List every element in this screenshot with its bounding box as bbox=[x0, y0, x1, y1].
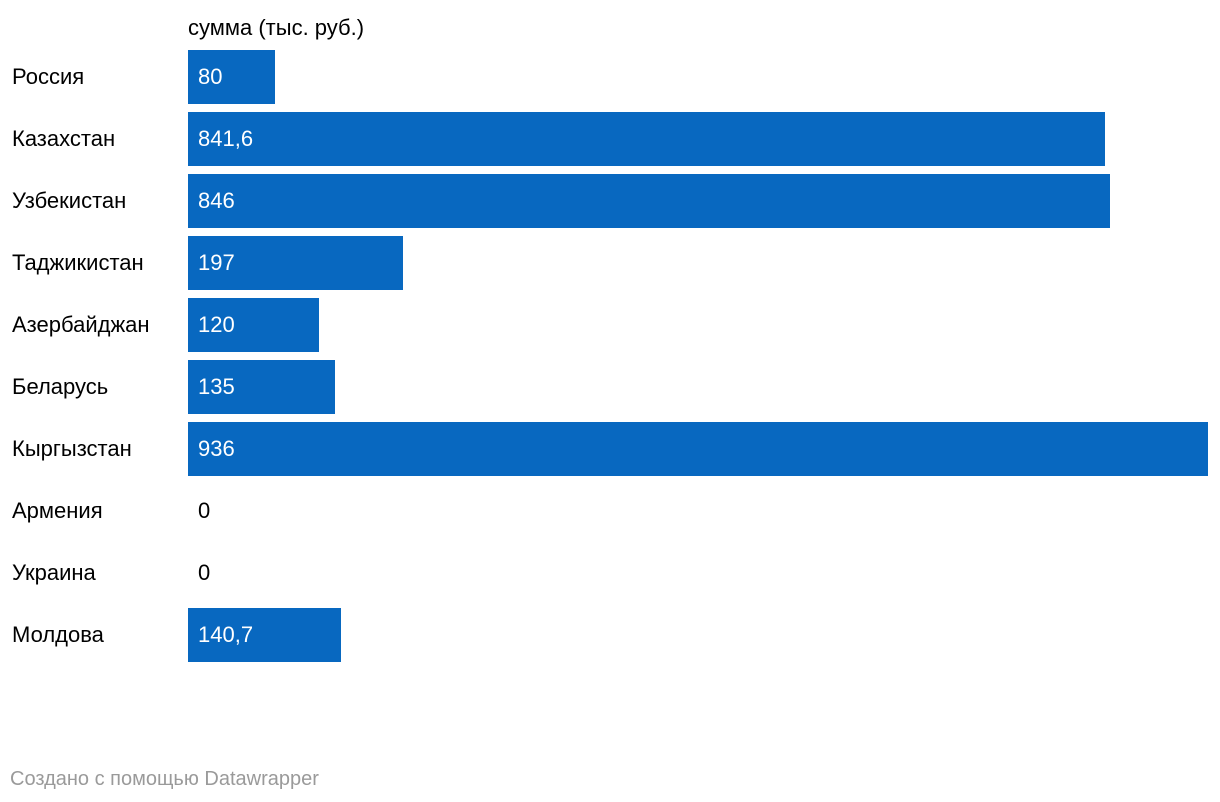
category-label: Таджикистан bbox=[12, 250, 144, 275]
credit-text[interactable]: Создано с помощью Datawrapper bbox=[10, 768, 319, 790]
category-label: Украина bbox=[12, 560, 96, 585]
category-label: Армения bbox=[12, 498, 103, 523]
bar-value-label: 841,6 bbox=[198, 126, 254, 151]
bar-value-label: 197 bbox=[198, 250, 235, 275]
bar bbox=[188, 360, 335, 414]
category-label: Азербайджан bbox=[12, 312, 150, 337]
category-label: Беларусь bbox=[12, 374, 109, 399]
bar-row: Таджикистан 197 bbox=[0, 236, 1220, 290]
bar-value-label: 120 bbox=[198, 312, 235, 337]
bar-row: Узбекистан 846 bbox=[0, 174, 1220, 228]
bar-value-label: 135 bbox=[198, 374, 235, 399]
bar-row: Молдова 140,7 bbox=[0, 608, 1220, 662]
bar-row: Кыргызстан 936 bbox=[0, 422, 1220, 476]
bar bbox=[188, 174, 1110, 228]
bar-row: Казахстан 841,6 bbox=[0, 112, 1220, 166]
bar-value-label: 80 bbox=[198, 64, 223, 89]
category-label: Узбекистан bbox=[12, 188, 127, 213]
category-label: Кыргызстан bbox=[12, 436, 132, 461]
bar bbox=[188, 112, 1105, 166]
bar-value-label: 140,7 bbox=[198, 622, 254, 647]
bar-row: Россия 80 bbox=[0, 50, 1220, 104]
bar-value-label: 936 bbox=[198, 436, 235, 461]
bar bbox=[188, 298, 319, 352]
category-label: Россия bbox=[12, 64, 85, 89]
bar-row: Армения 0 bbox=[0, 484, 1220, 538]
bar-value-label: 0 bbox=[198, 498, 211, 523]
bar bbox=[188, 50, 275, 104]
bar-value-label: 0 bbox=[198, 560, 211, 585]
bar-row: Украина 0 bbox=[0, 546, 1220, 600]
bar bbox=[188, 422, 1208, 476]
series-header: сумма (тыс. руб.) bbox=[188, 15, 365, 40]
bar-row: Азербайджан 120 bbox=[0, 298, 1220, 352]
category-label: Казахстан bbox=[12, 126, 116, 151]
category-label: Молдова bbox=[12, 622, 104, 647]
bar-value-label: 846 bbox=[198, 188, 235, 213]
bar bbox=[188, 236, 403, 290]
bar-row: Беларусь 135 bbox=[0, 360, 1220, 414]
bar bbox=[188, 608, 341, 662]
